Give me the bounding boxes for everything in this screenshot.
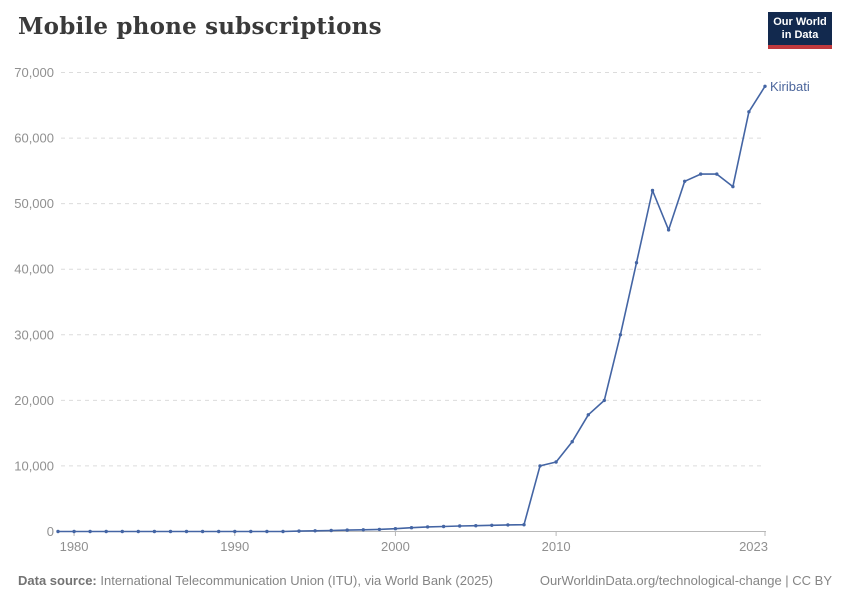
y-axis-tick-label: 50,000 — [14, 196, 54, 211]
data-point-marker[interactable] — [249, 529, 253, 534]
data-source-label: Data source: — [18, 573, 97, 588]
data-point-marker[interactable] — [136, 529, 140, 534]
data-point-marker[interactable] — [458, 524, 462, 528]
chart-footer: Data source: International Telecommunica… — [0, 573, 850, 588]
y-axis-tick-label: 20,000 — [14, 393, 54, 408]
data-point-marker[interactable] — [731, 184, 735, 189]
x-axis-tick-label: 2010 — [542, 539, 571, 554]
data-point-marker[interactable] — [586, 413, 590, 417]
data-point-marker[interactable] — [538, 464, 542, 468]
owid-logo[interactable]: Our World in Data — [768, 12, 832, 49]
series-label: Kiribati — [770, 79, 810, 94]
data-point-marker[interactable] — [522, 523, 526, 527]
data-point-marker[interactable] — [747, 110, 751, 114]
data-point-marker[interactable] — [329, 528, 333, 533]
owid-logo-line2: in Data — [781, 28, 819, 41]
data-point-marker[interactable] — [441, 524, 446, 529]
data-point-marker[interactable] — [297, 529, 301, 533]
data-point-marker[interactable] — [233, 529, 237, 534]
data-point-marker[interactable] — [570, 440, 574, 444]
data-point-marker[interactable] — [474, 524, 478, 528]
data-source-note: Data source: International Telecommunica… — [18, 573, 493, 588]
data-point-marker[interactable] — [184, 529, 189, 534]
x-axis-tick-label: 2023 — [739, 539, 768, 554]
data-point-marker[interactable] — [554, 460, 558, 464]
data-point-marker[interactable] — [200, 529, 205, 534]
data-point-marker[interactable] — [345, 528, 349, 532]
data-point-marker[interactable] — [602, 398, 606, 403]
data-point-marker[interactable] — [217, 529, 221, 534]
x-axis-tick-label: 1990 — [220, 539, 249, 554]
data-point-marker[interactable] — [699, 172, 703, 176]
data-point-marker[interactable] — [683, 179, 687, 183]
x-axis-tick-label: 1980 — [60, 539, 89, 554]
data-point-marker[interactable] — [425, 525, 430, 529]
data-point-marker[interactable] — [120, 529, 125, 534]
owid-logo-line1: Our World — [773, 15, 827, 28]
data-point-marker[interactable] — [265, 529, 269, 534]
y-axis-tick-label: 10,000 — [14, 458, 54, 473]
data-point-marker[interactable] — [409, 526, 414, 530]
data-point-marker[interactable] — [393, 527, 398, 531]
y-axis-tick-label: 60,000 — [14, 131, 54, 146]
series-line[interactable] — [58, 85, 766, 533]
data-point-marker[interactable] — [634, 261, 639, 265]
data-point-marker[interactable] — [88, 529, 92, 534]
data-point-marker[interactable] — [650, 188, 655, 193]
data-point-marker[interactable] — [506, 523, 510, 527]
data-point-marker[interactable] — [56, 529, 60, 534]
y-axis-tick-label: 70,000 — [14, 65, 54, 80]
data-point-marker[interactable] — [313, 529, 317, 533]
data-point-marker[interactable] — [281, 529, 285, 534]
data-point-marker[interactable] — [168, 529, 173, 534]
data-point-marker[interactable] — [666, 228, 671, 232]
data-point-marker[interactable] — [618, 333, 623, 337]
y-axis-tick-label: 0 — [47, 524, 54, 539]
y-axis-tick-label: 30,000 — [14, 327, 54, 342]
data-point-marker[interactable] — [152, 529, 157, 534]
data-point-marker[interactable] — [104, 529, 108, 534]
data-point-marker[interactable] — [715, 172, 719, 176]
x-axis-tick-label: 2000 — [381, 539, 410, 554]
chart-title: Mobile phone subscriptions — [18, 13, 382, 40]
data-point-marker[interactable] — [763, 84, 767, 89]
data-point-marker[interactable] — [377, 527, 382, 532]
data-point-marker[interactable] — [72, 529, 76, 534]
footer-credit-link[interactable]: OurWorldinData.org/technological-change … — [539, 573, 832, 588]
data-point-marker[interactable] — [490, 523, 494, 527]
data-point-marker[interactable] — [361, 528, 365, 532]
y-axis-tick-label: 40,000 — [14, 262, 54, 277]
data-source-text: International Telecommunication Union (I… — [100, 573, 493, 588]
